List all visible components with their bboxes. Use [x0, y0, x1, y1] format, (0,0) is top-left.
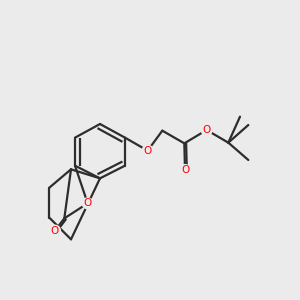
Circle shape: [50, 225, 60, 236]
Text: O: O: [83, 198, 92, 208]
Text: O: O: [181, 165, 189, 175]
Circle shape: [142, 145, 153, 156]
Text: O: O: [202, 125, 211, 135]
Text: O: O: [51, 226, 59, 236]
Text: O: O: [83, 198, 92, 208]
Text: O: O: [181, 165, 189, 175]
Text: O: O: [202, 125, 211, 135]
Circle shape: [180, 165, 190, 176]
Circle shape: [82, 198, 93, 209]
Text: O: O: [143, 146, 152, 156]
Circle shape: [201, 124, 212, 135]
Text: O: O: [51, 226, 59, 236]
Text: O: O: [143, 146, 152, 156]
